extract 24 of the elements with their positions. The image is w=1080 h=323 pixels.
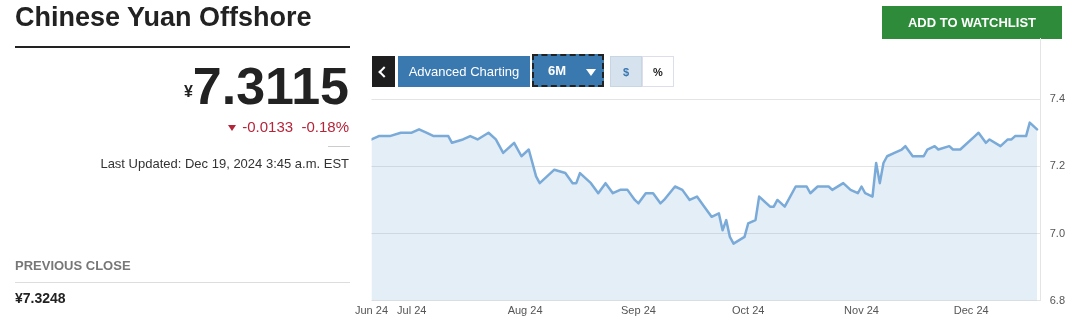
percent-toggle: % <box>642 56 674 87</box>
range-dropdown: 6M <box>532 54 604 87</box>
text: $^{¥}$7.3115 <box>183 57 349 115</box>
y-tick-label: 7.2 <box>1049 159 1066 172</box>
text: -0.18% <box>301 118 349 135</box>
y-tick-label: 7.0 <box>1049 226 1066 239</box>
y-tick-label: 6.8 <box>1049 293 1066 306</box>
price-toggle: $ <box>610 56 642 87</box>
y-tick-label: 7.4 <box>1049 92 1066 105</box>
x-tick-label: Aug 24 <box>507 304 543 317</box>
chart-title: Chinese Yuan Offshore <box>15 2 312 33</box>
x-tick-label: Jun 24 <box>355 304 389 317</box>
text: ¥7.3248 <box>15 290 66 306</box>
text: Last Updated: Dec 19, 2024 3:45 a.m. EST <box>100 156 349 171</box>
x-tick-label: Jul 24 <box>397 304 427 317</box>
x-tick-label: Nov 24 <box>844 304 879 317</box>
advanced-charting-button: Advanced Charting <box>398 56 530 87</box>
annotation: 6M <box>548 63 567 78</box>
x-tick-label: Dec 24 <box>953 304 989 317</box>
x-tick-label: Oct 24 <box>731 304 765 317</box>
x-tick-label: Sep 24 <box>621 304 656 317</box>
text: -0.0133 <box>242 118 294 135</box>
text: PREVIOUS CLOSE <box>15 258 131 273</box>
watchlist-button: ADD TO WATCHLIST <box>882 6 1062 39</box>
